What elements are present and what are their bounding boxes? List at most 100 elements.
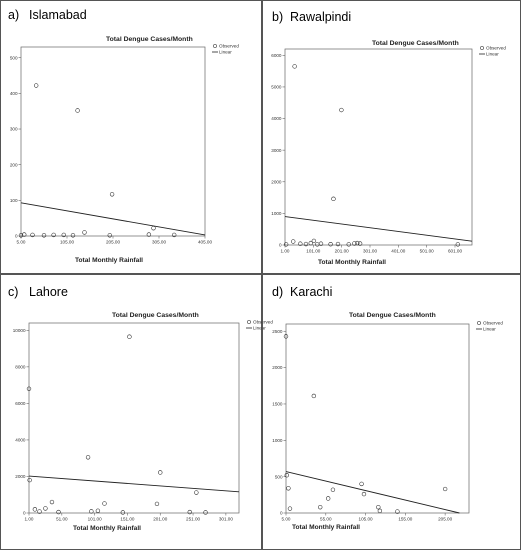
observed-point [318,241,324,246]
x-tick-label: 205.00 [438,517,452,522]
x-tick-label: 51.00 [56,517,68,522]
observed-point [284,473,289,478]
x-tick-label: 155.00 [398,517,412,522]
observed-point [120,510,126,515]
y-tick-label: 6000 [15,401,26,406]
x-tick-label: 501.00 [420,249,434,254]
observed-point [127,334,132,339]
observed-point [82,230,87,235]
observed-point [49,499,55,505]
chart-title: Total Dengue Cases/Month [112,312,199,319]
observed-point [287,506,293,511]
x-tick-label: 405.00 [198,240,212,245]
observed-point [203,510,208,515]
observed-point [377,508,383,513]
y-tick-label: 200 [10,162,18,167]
y-tick-label: 0 [23,511,26,516]
x-tick-label: 151.00 [120,517,134,522]
observed-point [107,233,112,238]
x-tick-label: 5.00 [17,240,26,245]
observed-point [318,505,323,510]
panel-label: d) [272,285,283,299]
linear-fit-line [285,471,460,514]
observed-point [70,233,76,238]
chart-panel-karachi: d) Karachi Total Dengue Cases/Month 5.00 55.… [262,274,521,550]
x-axis-title: Total Monthly Rainfall [73,525,141,532]
panel-label: b) [272,10,283,24]
y-tick-label: 500 [275,474,283,479]
observed-point [27,477,32,483]
legend-linear-label: Linear [486,52,499,57]
legend-observed-marker [247,320,251,324]
legend-linear-label: Linear [253,326,266,331]
observed-point [22,232,27,237]
observed-point [34,83,39,88]
y-tick-label: 1000 [271,211,282,216]
observed-point [187,509,192,515]
legend-observed-marker [480,46,484,50]
y-tick-label: 2000 [272,365,283,370]
panel-border [0,0,262,274]
y-tick-label: 4000 [15,438,26,443]
observed-point [37,509,42,514]
observed-point [361,491,367,497]
observed-point [85,455,91,460]
legend-linear-label: Linear [219,50,232,55]
linear-fit-line [284,216,473,242]
x-tick-label: 105.00 [60,240,74,245]
observed-point [455,242,461,247]
y-tick-label: 300 [10,127,18,132]
observed-point [376,505,381,510]
x-tick-label: 601.00 [448,249,462,254]
y-tick-label: 100 [10,198,18,203]
observed-point [26,386,32,391]
observed-point [292,64,297,69]
x-tick-label: 401.00 [391,249,405,254]
x-tick-label: 305.00 [152,240,166,245]
x-tick-label: 105.00 [359,517,373,522]
linear-fit-line [28,475,240,493]
y-tick-label: 0 [15,234,18,239]
linear-fit-line [20,202,206,236]
observed-point [303,241,309,247]
y-tick-label: 6000 [271,53,282,58]
observed-point [328,242,333,247]
plot-area [284,48,473,246]
y-tick-label: 3000 [271,148,282,153]
observed-point [89,509,94,514]
y-tick-label: 2500 [272,329,283,334]
x-tick-label: 301.00 [363,249,377,254]
plot-area [20,46,206,237]
x-tick-label: 55.00 [320,517,332,522]
observed-point [357,241,363,246]
y-tick-label: 500 [10,55,18,60]
observed-point [395,509,400,514]
observed-point [56,509,61,515]
observed-point [311,393,317,399]
observed-point [51,232,56,238]
observed-point [43,506,48,511]
chart-title: Total Dengue Cases/Month [349,312,436,319]
observed-point [286,486,291,491]
y-tick-label: 0 [280,511,283,516]
observed-point [355,240,360,246]
observed-point [146,232,152,237]
x-axis-title: Total Monthly Rainfall [75,257,143,264]
x-tick-label: 1.00 [281,249,290,254]
observed-point [158,470,163,475]
x-axis-title: Total Monthly Rainfall [318,259,386,266]
x-tick-label: 301.00 [219,517,233,522]
chart-title: Total Dengue Cases/Month [106,36,193,43]
x-tick-label: 5.00 [282,517,291,522]
observed-point [346,242,351,247]
observed-point [61,232,66,238]
plot-area [28,322,240,514]
x-tick-label: 201.00 [153,517,167,522]
y-tick-label: 0 [279,243,282,248]
observed-point [102,501,107,506]
observed-point [325,496,331,501]
observed-point [335,241,341,247]
legend-observed-label: Observed [219,44,239,49]
city-name: Lahore [29,285,68,299]
observed-point [151,225,156,231]
